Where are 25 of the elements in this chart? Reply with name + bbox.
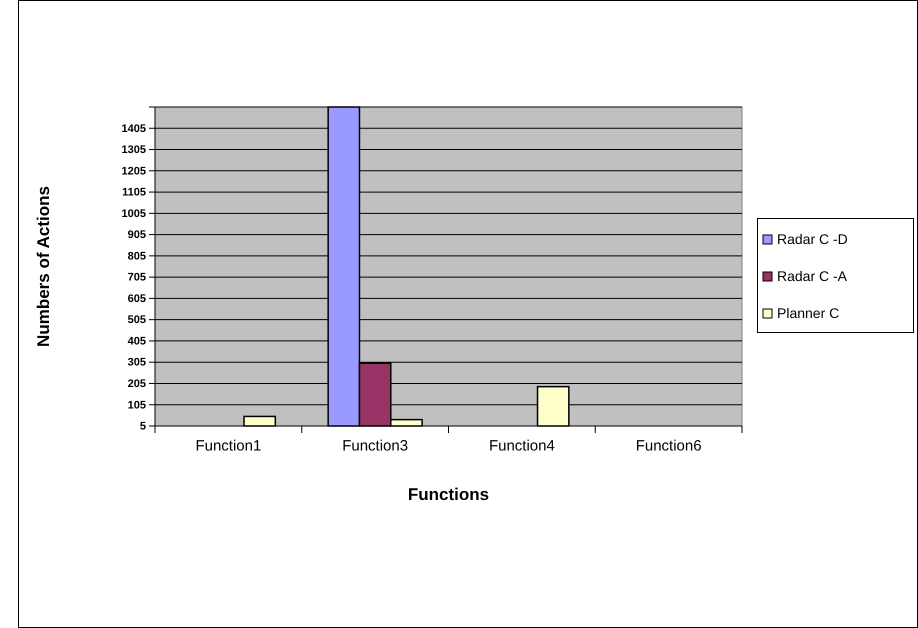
y-tick-label: 905: [128, 229, 146, 242]
y-tick-label: 5: [140, 420, 146, 433]
y-tick-label: 1005: [122, 208, 146, 220]
y-tick-label: 805: [128, 250, 146, 262]
x-tick-label: Function6: [636, 438, 702, 455]
x-tick-label: Function4: [488, 438, 555, 455]
x-tick-label: Function1: [195, 438, 262, 455]
y-tick-label: 305: [128, 356, 146, 369]
y-tick-label: 505: [128, 314, 146, 326]
bar: [243, 416, 276, 427]
x-axis-title: Functions: [408, 485, 490, 504]
y-axis-title: Numbers of Actions: [34, 186, 53, 347]
y-tick-label: 405: [128, 335, 146, 348]
y-tick-label: 1405: [122, 122, 146, 135]
legend-label: Planner C: [777, 305, 840, 321]
y-tick-label: 1105: [122, 186, 146, 199]
y-tick-label: 205: [128, 378, 146, 390]
y-tick-label: 605: [128, 292, 146, 305]
x-tick-label: Function3: [342, 438, 408, 455]
legend-label: Radar C -D: [777, 231, 848, 247]
y-tick-label: 1305: [122, 144, 146, 156]
y-tick-label: 105: [128, 399, 146, 412]
y-tick-label: 1205: [122, 165, 146, 178]
legend-label: Radar C -A: [777, 268, 848, 284]
y-tick-label: 705: [128, 272, 146, 284]
